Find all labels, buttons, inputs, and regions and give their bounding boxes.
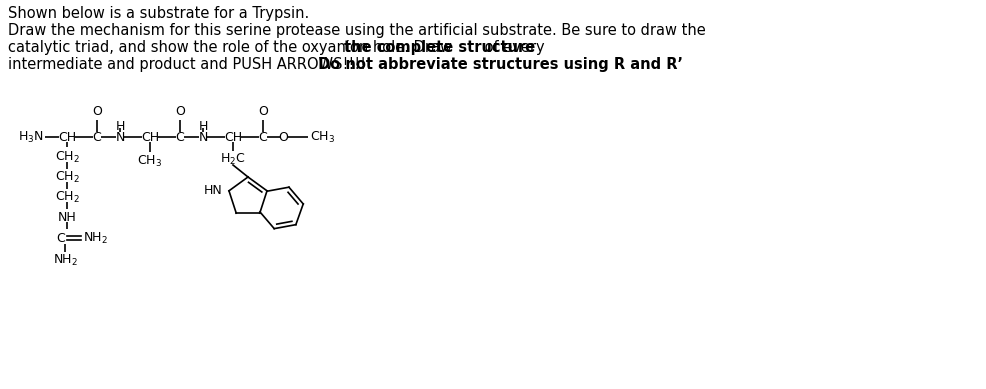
Text: NH: NH [57, 210, 76, 224]
Text: CH$_3$: CH$_3$ [137, 153, 163, 168]
Text: C: C [93, 130, 102, 144]
Text: NH$_2$: NH$_2$ [52, 252, 78, 268]
Text: H: H [198, 119, 207, 133]
Text: O: O [278, 130, 288, 144]
Text: CH: CH [224, 130, 242, 144]
Text: N: N [115, 130, 124, 144]
Text: CH$_2$: CH$_2$ [54, 170, 79, 184]
Text: H$_3$N: H$_3$N [18, 130, 43, 145]
Text: Shown below is a substrate for a Trypsin.: Shown below is a substrate for a Trypsin… [8, 6, 309, 21]
Text: N: N [198, 130, 207, 144]
Text: Do not abbreviate structures using R and R’: Do not abbreviate structures using R and… [313, 57, 682, 72]
Text: HN: HN [204, 184, 223, 197]
Text: H: H [115, 119, 124, 133]
Text: CH: CH [58, 130, 76, 144]
Text: catalytic triad, and show the role of the oxyanion hole. Draw: catalytic triad, and show the role of th… [8, 40, 457, 55]
Text: CH$_2$: CH$_2$ [54, 149, 79, 165]
Text: CH$_2$: CH$_2$ [54, 189, 79, 205]
Text: Draw the mechanism for this serine protease using the artificial substrate. Be s: Draw the mechanism for this serine prote… [8, 23, 705, 38]
Text: intermediate and product and PUSH ARROWS!!!!!: intermediate and product and PUSH ARROWS… [8, 57, 372, 72]
Text: H$_2$C: H$_2$C [220, 151, 246, 166]
Text: O: O [92, 105, 102, 117]
Text: NH$_2$: NH$_2$ [83, 230, 107, 245]
Text: CH$_3$: CH$_3$ [310, 130, 335, 145]
Text: of every: of every [479, 40, 544, 55]
Text: the complete structure: the complete structure [344, 40, 534, 55]
Text: C: C [258, 130, 267, 144]
Text: CH: CH [141, 130, 159, 144]
Text: O: O [175, 105, 184, 117]
Text: O: O [257, 105, 267, 117]
Text: C: C [56, 231, 65, 245]
Text: C: C [176, 130, 184, 144]
